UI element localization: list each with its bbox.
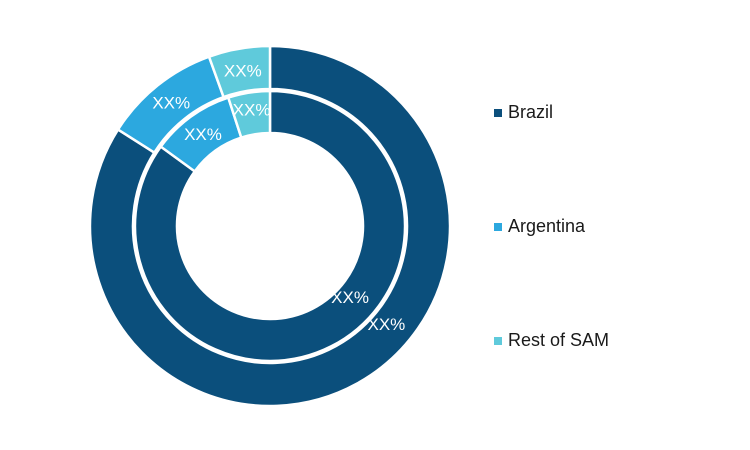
inner-label-rest-of-sam: XX% xyxy=(233,100,271,119)
legend-label-argentina: Argentina xyxy=(508,216,586,236)
inner-slice-rest-of-sam xyxy=(226,89,272,140)
outer-label-brazil: XX% xyxy=(367,315,405,334)
outer-slice-brazil xyxy=(88,44,452,408)
legend-item-rest-of-sam: Rest of SAM xyxy=(494,330,609,351)
inner-label-brazil: XX% xyxy=(331,288,369,307)
legend-item-brazil: Brazil xyxy=(494,102,553,123)
inner-label-argentina: XX% xyxy=(184,125,222,144)
legend-swatch-rest-of-sam xyxy=(494,336,502,345)
legend-label-brazil: Brazil xyxy=(508,102,554,122)
legend-item-argentina: Argentina xyxy=(494,216,585,237)
inner-slice-brazil xyxy=(133,89,407,363)
inner-ring xyxy=(133,89,407,363)
outer-label-argentina: XX% xyxy=(152,94,190,113)
slice-labels: XX% XX% XX% XX% XX% XX% xyxy=(152,61,405,333)
legend-swatch-brazil xyxy=(494,108,502,117)
outer-ring xyxy=(88,44,452,408)
legend-label-rest-of-sam: Rest of SAM xyxy=(508,330,610,350)
outer-label-rest-of-sam: XX% xyxy=(224,61,262,80)
legend-swatch-argentina xyxy=(494,222,502,231)
outer-slice-rest-of-sam xyxy=(207,44,272,99)
